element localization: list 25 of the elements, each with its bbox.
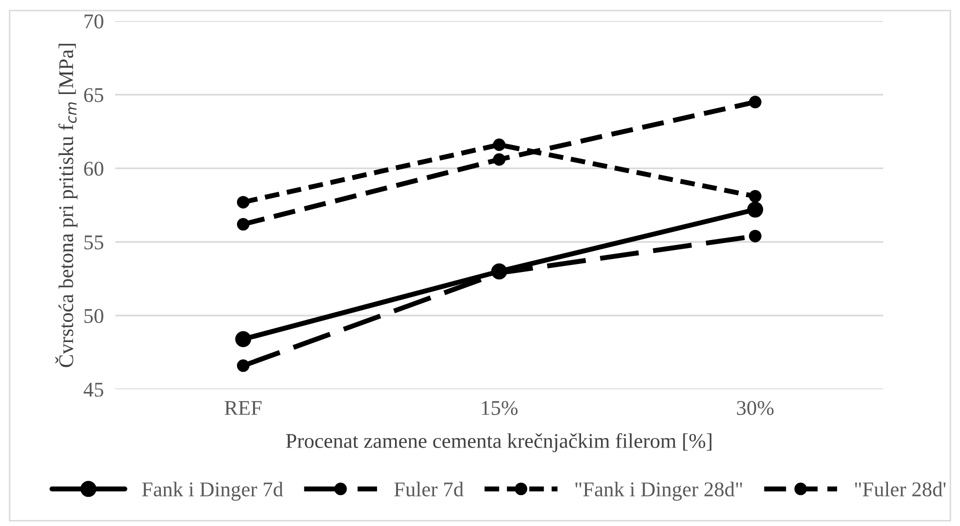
legend-label: Fuler 7d (394, 482, 464, 496)
y-tick-label: 65 (84, 88, 104, 102)
legend-label: "Fuler 28d' (855, 482, 946, 496)
point (492, 153, 506, 166)
y-axis-title: Čvrstoća betona pri pritisku f$_{cm}$ [MPa] (55, 44, 78, 368)
y-tick-label: 70 (84, 14, 104, 28)
legend-label: Fank i Dinger 7d (142, 482, 284, 501)
point (747, 202, 764, 218)
point (748, 190, 762, 203)
point (236, 196, 250, 208)
point (235, 331, 252, 348)
y-tick-label: 55 (84, 236, 104, 250)
x-axis-title: Procenat zamene cementa krečnjačkim filerom [%] (286, 433, 712, 452)
point (236, 359, 250, 372)
point (748, 96, 762, 108)
point (748, 230, 762, 242)
x-tick-label: REF (224, 401, 262, 415)
x-tick-label: 30% (737, 400, 774, 416)
x-tick-label: 15% (482, 400, 518, 416)
point (236, 218, 250, 231)
y-tick-label: 60 (84, 162, 104, 176)
legend-label: "Fank i Dinger 28d" (575, 482, 742, 501)
y-tick-label: 50 (84, 308, 104, 324)
y-tick-label: 45 (84, 382, 104, 397)
point (492, 138, 506, 152)
